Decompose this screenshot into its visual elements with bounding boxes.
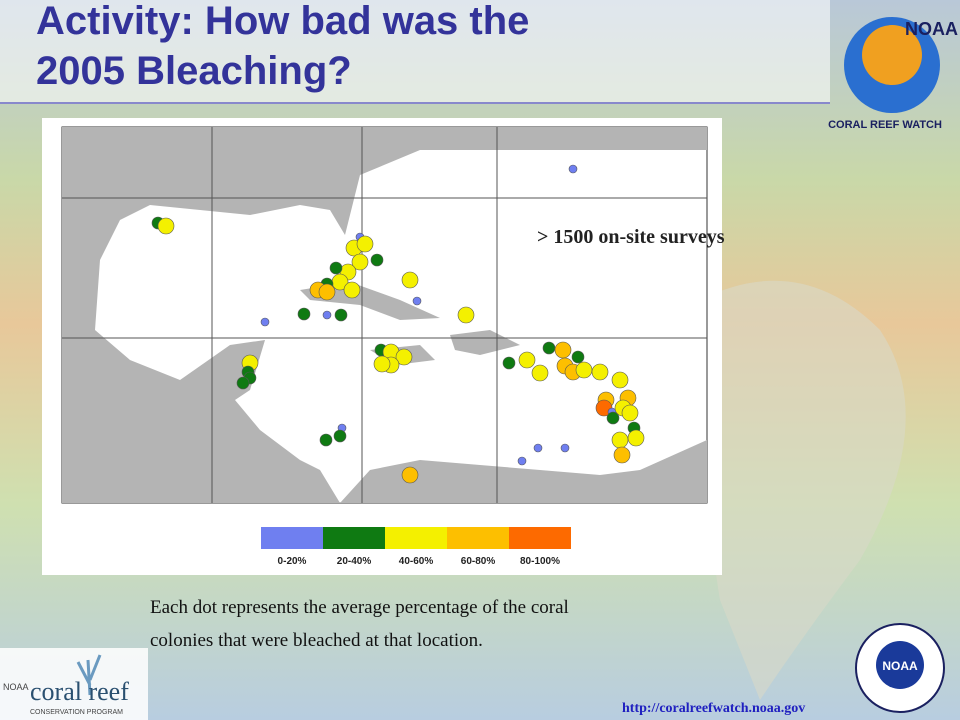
survey-dot [571, 350, 585, 364]
survey-dot [554, 341, 572, 359]
survey-dot [531, 364, 549, 382]
caption: Each dot represents the average percenta… [150, 597, 569, 618]
survey-dot [611, 371, 629, 389]
survey-dot [356, 235, 374, 253]
survey-dot [318, 283, 336, 301]
legend: 0-20% 20-40% 40-60% 60-80% 80-100% [261, 527, 571, 567]
survey-dots [151, 164, 645, 484]
survey-dot [322, 310, 332, 320]
survey-dot [333, 429, 347, 443]
legend-label: 0-20% [278, 556, 307, 567]
legend-swatch [385, 527, 447, 549]
legend-swatch [261, 527, 323, 549]
logo-text: coral reef [30, 677, 129, 706]
survey-dot [568, 164, 578, 174]
land [340, 440, 707, 503]
survey-dot [613, 446, 631, 464]
survey-dot [343, 281, 361, 299]
map-grid [62, 127, 707, 503]
legend-swatch [509, 527, 571, 549]
legend-label: 80-100% [520, 556, 560, 567]
slide-title: 2005 Bleaching? [36, 49, 352, 93]
legend-label: 60-80% [461, 556, 496, 567]
survey-dot [457, 306, 475, 324]
survey-dot [611, 431, 629, 449]
survey-dot [370, 253, 384, 267]
land [62, 127, 707, 330]
map [61, 126, 708, 504]
survey-dot [517, 456, 527, 466]
legend-label: 20-40% [337, 556, 372, 567]
logo-globe-inner [862, 25, 922, 85]
survey-dot [329, 261, 343, 275]
logo-text: CORAL REEF WATCH [828, 119, 942, 131]
survey-dot [260, 317, 270, 327]
noaa-seal: NOAA [855, 623, 945, 713]
survey-dot [502, 356, 516, 370]
legend-label: 40-60% [399, 556, 434, 567]
survey-dot [533, 443, 543, 453]
seal-text: NOAA [882, 659, 918, 673]
survey-dot [591, 363, 609, 381]
logo-text: NOAA [3, 682, 29, 692]
survey-dot [542, 341, 556, 355]
survey-dot [319, 433, 333, 447]
title-band [0, 0, 830, 103]
caption: colonies that were bleached at that loca… [150, 630, 483, 651]
survey-dot [606, 411, 620, 425]
land [62, 330, 340, 503]
continent-shape [700, 280, 906, 700]
survey-dot [334, 308, 348, 322]
logo-coral [76, 654, 102, 696]
survey-dot [621, 404, 639, 422]
logo-text: CONSERVATION PROGRAM [30, 709, 123, 716]
survey-dot [373, 355, 391, 373]
survey-dot [157, 217, 175, 235]
url: http://coralreefwatch.noaa.gov [622, 701, 805, 716]
survey-dot [518, 351, 536, 369]
legend-swatch [323, 527, 385, 549]
logo-text: NOAA [905, 19, 958, 39]
survey-dot [412, 296, 422, 306]
survey-dot [560, 443, 570, 453]
crw-logo: NOAA CORAL REEF WATCH [828, 17, 958, 131]
survey-dot [395, 348, 413, 366]
crcp-logo: NOAA coral reef CONSERVATION PROGRAM [0, 648, 148, 720]
logo-bg [0, 648, 148, 720]
survey-dot [575, 361, 593, 379]
legend-swatch [447, 527, 509, 549]
annotation: > 1500 on-site surveys [537, 226, 725, 248]
survey-dot [351, 253, 369, 271]
survey-dot [401, 271, 419, 289]
survey-dot [627, 429, 645, 447]
slide-title: Activity: How bad was the [36, 0, 529, 43]
seal-center [876, 641, 924, 689]
survey-dot [236, 376, 250, 390]
survey-dot [297, 307, 311, 321]
land [450, 330, 520, 355]
survey-dot [401, 466, 419, 484]
